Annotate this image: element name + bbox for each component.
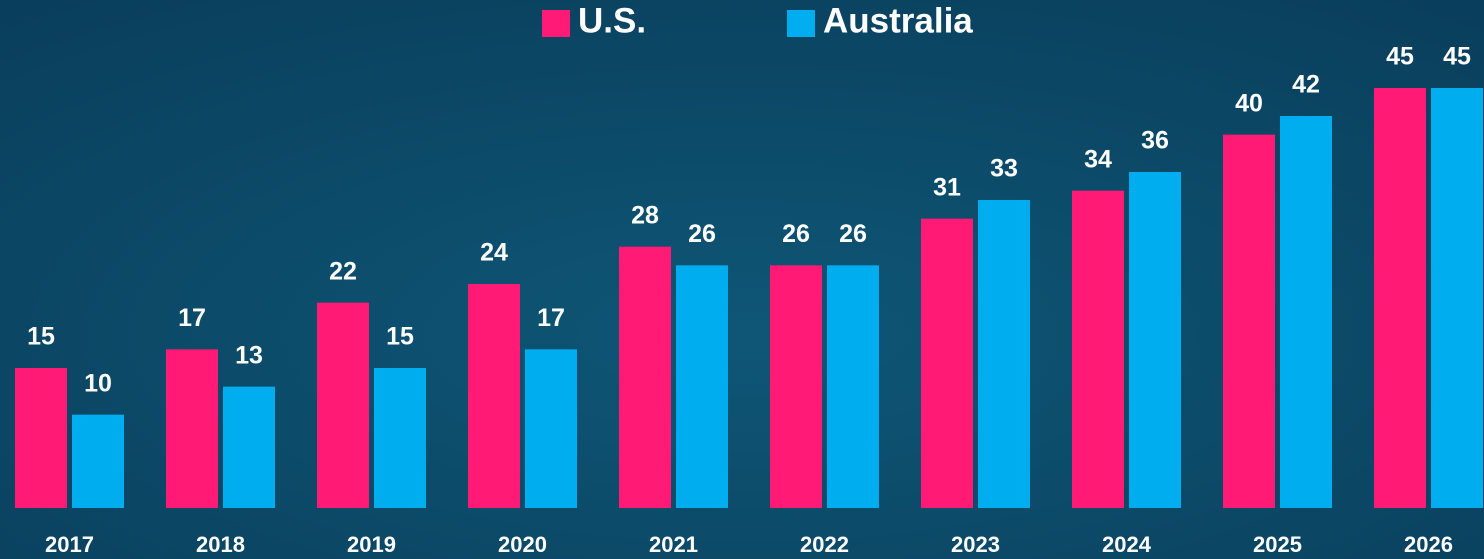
data-label: 15: [386, 323, 414, 351]
data-label: 10: [84, 369, 112, 397]
bar: [1374, 88, 1426, 508]
data-label: 45: [1443, 43, 1471, 71]
bar: [15, 368, 67, 508]
data-label: 26: [782, 220, 810, 248]
data-label: 28: [631, 201, 659, 229]
x-tick-label: 2026: [1404, 532, 1453, 557]
data-label: 31: [933, 173, 961, 201]
bar: [1129, 172, 1181, 508]
data-label: 15: [27, 323, 55, 351]
x-tick-label: 2024: [1102, 532, 1152, 557]
data-label: 26: [688, 220, 716, 248]
legend-swatch: [787, 10, 815, 37]
bar: [72, 414, 124, 508]
plot: U.S. Australia 15 10 2017 17 13 2018 22 15 2019 24 1…: [15, 1, 1483, 557]
x-tick-label: 2025: [1253, 532, 1302, 557]
data-label: 45: [1386, 43, 1414, 71]
legend-label: U.S.: [578, 1, 646, 40]
data-label: 33: [990, 155, 1018, 183]
data-label: 36: [1141, 127, 1169, 155]
bar: [770, 265, 822, 508]
x-tick-label: 2018: [196, 532, 245, 557]
data-label: 24: [480, 239, 508, 267]
bar: [223, 386, 275, 508]
bar: [1431, 88, 1483, 508]
data-label: 17: [537, 304, 565, 332]
data-label: 42: [1292, 71, 1320, 99]
bar: [827, 265, 879, 508]
data-label: 17: [178, 304, 206, 332]
bar: [619, 246, 671, 508]
data-label: 22: [329, 257, 357, 285]
bar: [374, 368, 426, 508]
bar: [676, 265, 728, 508]
x-tick-label: 2020: [498, 532, 547, 557]
legend-label: Australia: [823, 1, 973, 40]
bar: [166, 349, 218, 508]
x-tick-label: 2022: [800, 532, 849, 557]
x-tick-label: 2021: [649, 532, 698, 557]
data-label: 40: [1235, 89, 1263, 117]
bar: [978, 200, 1030, 508]
bar: [921, 218, 973, 508]
x-tick-label: 2019: [347, 532, 396, 557]
data-label: 34: [1084, 145, 1112, 173]
bar: [525, 349, 577, 508]
bar: [1223, 134, 1275, 508]
bar: [1072, 190, 1124, 508]
x-tick-label: 2023: [951, 532, 1000, 557]
legend-swatch: [542, 10, 570, 37]
data-label: 13: [235, 341, 263, 369]
bar: [468, 284, 520, 508]
x-tick-label: 2017: [45, 532, 94, 557]
bar: [1280, 116, 1332, 508]
bar: [317, 302, 369, 508]
data-label: 26: [839, 220, 867, 248]
